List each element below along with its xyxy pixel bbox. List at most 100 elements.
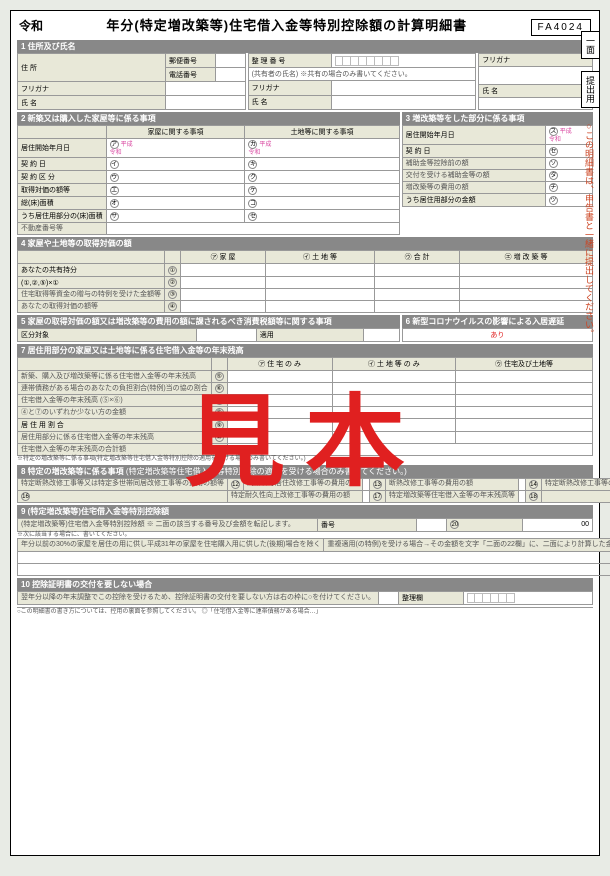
name3-label: 氏 名 — [479, 85, 593, 98]
sec10-header: 10 控除証明書の交付を要しない場合 — [17, 578, 593, 591]
name2-val[interactable] — [331, 95, 476, 109]
name-label: 氏 名 — [18, 96, 166, 110]
side-instruction: ○この明細書は、申告書と一緒に提出してください。 — [583, 121, 596, 401]
sec1-header: 1 住所及び氏名 — [17, 40, 593, 53]
s4r1: (①,②,⑤)×① — [18, 277, 165, 289]
s8i6 — [542, 490, 610, 502]
s4ca: ㋐ 家 屋 — [181, 251, 266, 264]
s7c2: ㋒ 住宅及び土地等 — [456, 358, 593, 371]
side-tab-1: 一面 — [581, 31, 600, 59]
s7c1: ㋑ 土 地 等 の み — [332, 358, 456, 371]
s7c0: ㋐ 住 宅 の み — [227, 358, 332, 371]
reiwa-label: 令和 — [19, 17, 43, 34]
s7r2: 住宅借入金等の年末残高 (⑤×⑥) — [18, 395, 212, 407]
seiri-boxes[interactable] — [331, 54, 476, 68]
footer-note: ○この明細書の書き方については、控用の裏面を参照してください。 ◎「住宅借入金等… — [17, 607, 593, 616]
sec3-header: 3 増改築等をした部分に係る事項 — [402, 112, 593, 125]
s9-subnote: ※次に該当する場合に、書いてください。 — [17, 532, 593, 539]
col-house: 家屋に関する事項 — [106, 126, 245, 139]
s10-text: 翌年分以降の年末調整でこの控除を受けるため、控除証明書の交付を要しない方は右の枠… — [18, 592, 379, 605]
post-label: 郵便番号 — [165, 54, 215, 68]
s3s1: 交付を受ける補助金等の額 — [402, 170, 545, 182]
sec8-header: 8 特定の増改築等に係る事項 (特定増改築等住宅借入金等特別控除の適用を受ける場… — [17, 465, 593, 478]
sec6-header: 6 新型コロナウイルスの影響による入居遅延 — [402, 315, 593, 328]
s3r0: 居住開始年月日 — [402, 126, 545, 145]
s2r2h[interactable]: ウ — [106, 171, 245, 184]
s8i1: 断熱改修工事等の費用の額 — [386, 478, 519, 490]
s2r0: 居住開始年月日 — [18, 139, 107, 158]
s2r1l[interactable]: キ — [245, 158, 399, 171]
sec6-val[interactable]: あり — [402, 329, 592, 342]
main-title: 年分(特定増改築等)住宅借入金等特別控除額の計算明細書 — [47, 15, 527, 34]
side-tab-2: 提出用 — [581, 71, 600, 108]
s9-formula: 年分以前の30%の家屋を居住の用に供し平成31年の家屋を住宅購入用に供した(後期… — [18, 539, 324, 552]
s2r4: 総(床)面積 — [18, 197, 107, 210]
s2r4h[interactable]: オ — [106, 197, 245, 210]
s2r3: 取得対価の額等 — [18, 184, 107, 197]
sec9-header: 9 (特定増改築等)住宅借入金等特別控除額 — [17, 505, 593, 518]
furi-value[interactable] — [165, 82, 245, 96]
col-land: 土地等に関する事項 — [245, 126, 399, 139]
s8i4: 特定耐久性向上改修工事等の費用の額 — [228, 490, 363, 502]
s7r4: 居 住 用 割 合 — [18, 419, 212, 432]
tel-value[interactable] — [215, 68, 245, 82]
tel-label: 電話番号 — [165, 68, 215, 82]
s2r3l[interactable]: ケ — [245, 184, 399, 197]
sec5-header: 5 家屋の取得対価の額又は増改築等の費用の額に課されるべき消費税額等に関する事項 — [17, 315, 400, 328]
s5r1: 区分対象 — [18, 329, 197, 342]
post-value[interactable] — [215, 54, 245, 68]
s2r5h[interactable]: サ — [106, 210, 245, 223]
s9-note: (特定増改築等)住宅借入金等特別控除額 ※ 二面の該当する番号及び金額を転記しま… — [18, 518, 318, 531]
furi3-val[interactable] — [479, 67, 593, 85]
s8i2: 特定断熱改修工事等の費用の額 — [542, 478, 610, 490]
sec2-header: 2 新築又は購入した家屋等に係る事項 — [17, 112, 400, 125]
furi-label: フリガナ — [18, 82, 166, 96]
furi2-val[interactable] — [331, 81, 476, 95]
s2r4l[interactable]: コ — [245, 197, 399, 210]
s7r6: 住宅借入金等の年末残高の合計額 — [18, 444, 212, 456]
s7r0: 新築、購入及び増改築等に係る住宅借入金等の年末残高 — [18, 371, 212, 383]
s4r0: あなたの共有持分 — [18, 264, 165, 277]
s8i5: 特定増改築等住宅借入金等の年末残高等 — [386, 490, 519, 502]
s3s0: 補助金等控除前の額 — [402, 158, 545, 170]
s2r0-land[interactable]: カ 平成令和 — [245, 139, 399, 158]
addr-label: 住 所 — [18, 54, 166, 82]
s7r1: 連帯債務がある場合のあなたの負担割合(特例)当の協の割合 — [18, 383, 212, 395]
seiri-label: 整 理 番 号 — [248, 54, 331, 68]
s2-fudosan-val[interactable] — [106, 223, 399, 235]
s2r1h[interactable]: イ — [106, 158, 245, 171]
s4cc: ㋒ 合 計 — [375, 251, 460, 264]
joint-note: (共有者の氏名) ※共有の場合のみ書いてください。 — [248, 68, 476, 81]
sec7-header: 7 居住用部分の家屋又は土地等に係る住宅借入金等の年末残高 — [17, 344, 593, 357]
s3r3: うち居住用部分の金額 — [402, 194, 545, 207]
s9-r2: 重複適用(の特例)を受ける場合→その金額を文字「二面の22欄」に、二面により計算… — [324, 539, 610, 552]
furi3-label: フリガナ — [479, 54, 593, 67]
sec4-header: 4 家屋や土地等の取得対価の額 — [17, 237, 593, 250]
s2r2: 契 約 区 分 — [18, 171, 107, 184]
name2-label: 氏 名 — [248, 95, 331, 109]
s4r2: 住宅取得等資金の贈与の特例を受けた金額等 — [18, 289, 165, 301]
name-value[interactable] — [165, 96, 245, 110]
s5r2: 適用 — [256, 329, 363, 342]
s7r3: ④と⑦のいずれか少ない方の金額 — [18, 407, 212, 419]
s2r0-house[interactable]: ア 平成令和 — [106, 139, 245, 158]
sec7-note: ※特定の増改築等に係る事項(特定増改築等住宅借入金等特別控除の適用を受ける場合の… — [17, 456, 593, 463]
s7r5: 居住用部分に係る住宅借入金等の年末残高 — [18, 432, 212, 444]
s10-check[interactable] — [379, 592, 399, 605]
s3r1: 契 約 日 — [402, 145, 545, 158]
furi2-label: フリガナ — [248, 81, 331, 95]
s7r6-total[interactable] — [227, 444, 592, 456]
s2r3h[interactable]: エ — [106, 184, 245, 197]
s4cd: ㋓ 増 改 築 等 — [460, 251, 593, 264]
s2r2l[interactable]: ク — [245, 171, 399, 184]
s9-ban: 番号 — [318, 518, 417, 531]
s2r5l[interactable]: セ — [245, 210, 399, 223]
s2r5: うち居住用部分の(床)面積 — [18, 210, 107, 223]
s4cb: ㋑ 土 地 等 — [266, 251, 375, 264]
s10-seiri: 整理欄 — [399, 592, 464, 605]
name3-val[interactable] — [479, 98, 593, 110]
s2-fudosan: 不動産番号等 — [18, 223, 107, 235]
s2r1: 契 約 日 — [18, 158, 107, 171]
s4r3: あなたの取得対価の額等 — [18, 301, 165, 313]
s8-row0-lbl: 特定断熱改修工事等又は特定多世帯同居改修工事等の費用の額等 — [18, 478, 228, 490]
